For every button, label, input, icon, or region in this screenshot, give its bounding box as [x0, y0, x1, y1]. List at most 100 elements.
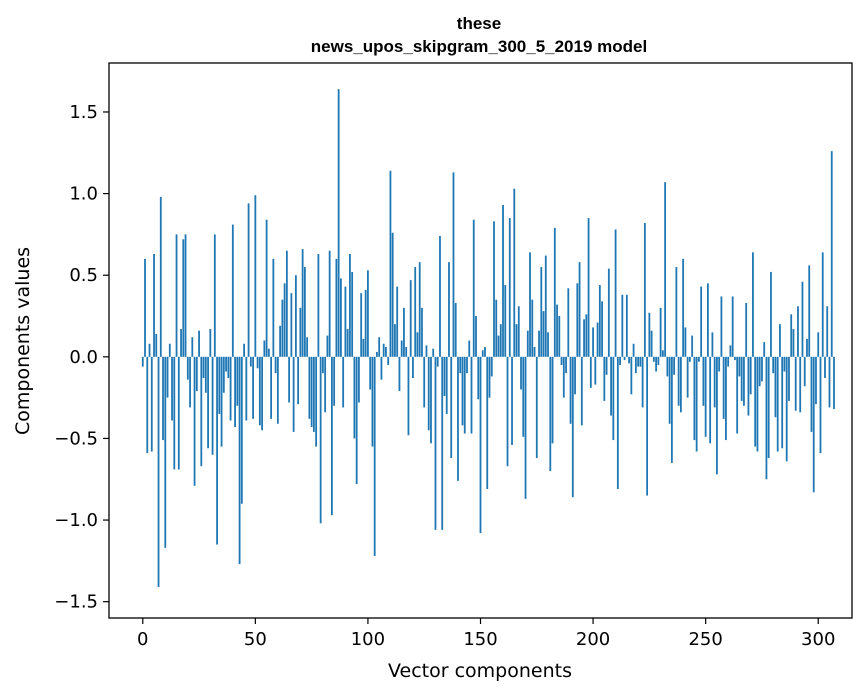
bar-67: [292, 356, 295, 432]
bar-127: [427, 356, 430, 431]
bar-32: [213, 234, 216, 357]
bar-225: [648, 312, 651, 357]
bar-62: [281, 299, 284, 357]
bar-159: [499, 324, 502, 357]
bar-136: [448, 262, 450, 357]
bar-97: [360, 293, 363, 357]
bar-141: [459, 356, 462, 374]
bar-14: [173, 356, 176, 470]
bar-305: [828, 356, 831, 408]
bar-63: [283, 283, 286, 357]
bar-161: [504, 285, 507, 357]
bar-294: [803, 356, 806, 387]
bar-55: [265, 219, 268, 357]
bar-212: [619, 356, 621, 365]
bar-91: [346, 329, 349, 357]
bar-228: [655, 356, 658, 372]
bar-107: [382, 343, 385, 357]
bar-9: [162, 356, 164, 441]
bar-266: [740, 356, 743, 401]
bar-99: [364, 289, 367, 357]
bar-303: [824, 356, 826, 379]
bar-301: [819, 356, 822, 454]
bar-89: [342, 356, 345, 408]
bar-293: [801, 281, 804, 357]
bar-229: [657, 356, 660, 365]
bar-235: [670, 356, 673, 463]
bar-186: [560, 356, 563, 365]
bar-2: [146, 356, 149, 454]
bar-34: [218, 356, 221, 414]
bar-50: [254, 195, 257, 357]
bar-201: [594, 356, 597, 385]
bar-172: [529, 252, 531, 357]
bar-146: [470, 356, 473, 434]
bar-49: [252, 356, 254, 419]
bar-296: [808, 265, 811, 357]
bar-85: [333, 356, 336, 406]
bar-242: [686, 356, 689, 398]
bar-213: [621, 294, 624, 357]
bar-236: [673, 356, 676, 375]
bar-178: [542, 311, 545, 357]
bar-18: [182, 239, 185, 357]
bar-259: [725, 356, 727, 441]
bar-287: [788, 356, 790, 401]
bar-191: [571, 356, 574, 498]
y-tick-label: 1.5: [69, 102, 98, 123]
bar-132: [439, 236, 441, 357]
bar-162: [506, 356, 509, 467]
bar-116: [403, 307, 405, 357]
bar-20: [186, 356, 189, 380]
bar-270: [749, 356, 752, 395]
bar-291: [797, 306, 799, 357]
bar-222: [641, 356, 644, 408]
bar-272: [754, 356, 757, 447]
x-tick-label: 200: [576, 629, 610, 650]
x-tick-label: 100: [351, 629, 385, 650]
bar-35: [220, 356, 223, 447]
bar-195: [580, 356, 583, 426]
bar-40: [231, 224, 234, 357]
bar-92: [349, 253, 351, 357]
bar-21: [189, 356, 191, 408]
bar-199: [589, 356, 592, 388]
bar-147: [472, 219, 475, 357]
bar-5: [153, 253, 155, 357]
bar-202: [596, 322, 599, 357]
bar-0: [141, 356, 144, 367]
bar-156: [493, 221, 495, 357]
bar-220: [637, 356, 640, 367]
bar-258: [722, 356, 725, 419]
bar-105: [378, 337, 381, 357]
bar-145: [468, 340, 471, 357]
bar-124: [421, 307, 423, 357]
bar-142: [461, 356, 464, 426]
bar-197: [585, 314, 588, 357]
bar-278: [767, 356, 770, 459]
bar-198: [587, 218, 590, 357]
bar-68: [294, 275, 297, 357]
bar-206: [605, 356, 608, 375]
bar-96: [358, 356, 360, 403]
bar-24: [195, 356, 198, 392]
bar-37: [225, 356, 227, 372]
bar-298: [812, 356, 815, 493]
bar-292: [799, 356, 802, 413]
bar-281: [774, 356, 777, 418]
bar-181: [549, 356, 552, 472]
bar-167: [517, 306, 520, 357]
bar-176: [538, 330, 540, 357]
bar-47: [247, 203, 250, 357]
bar-288: [790, 314, 793, 357]
bar-163: [508, 218, 511, 357]
bar-138: [452, 172, 455, 357]
bar-164: [511, 356, 513, 445]
bar-189: [567, 288, 570, 357]
bar-103: [373, 356, 376, 556]
bar-94: [353, 356, 356, 439]
bar-119: [409, 280, 412, 357]
bar-205: [603, 356, 606, 401]
bar-59: [274, 356, 277, 374]
bar-110: [389, 170, 392, 357]
